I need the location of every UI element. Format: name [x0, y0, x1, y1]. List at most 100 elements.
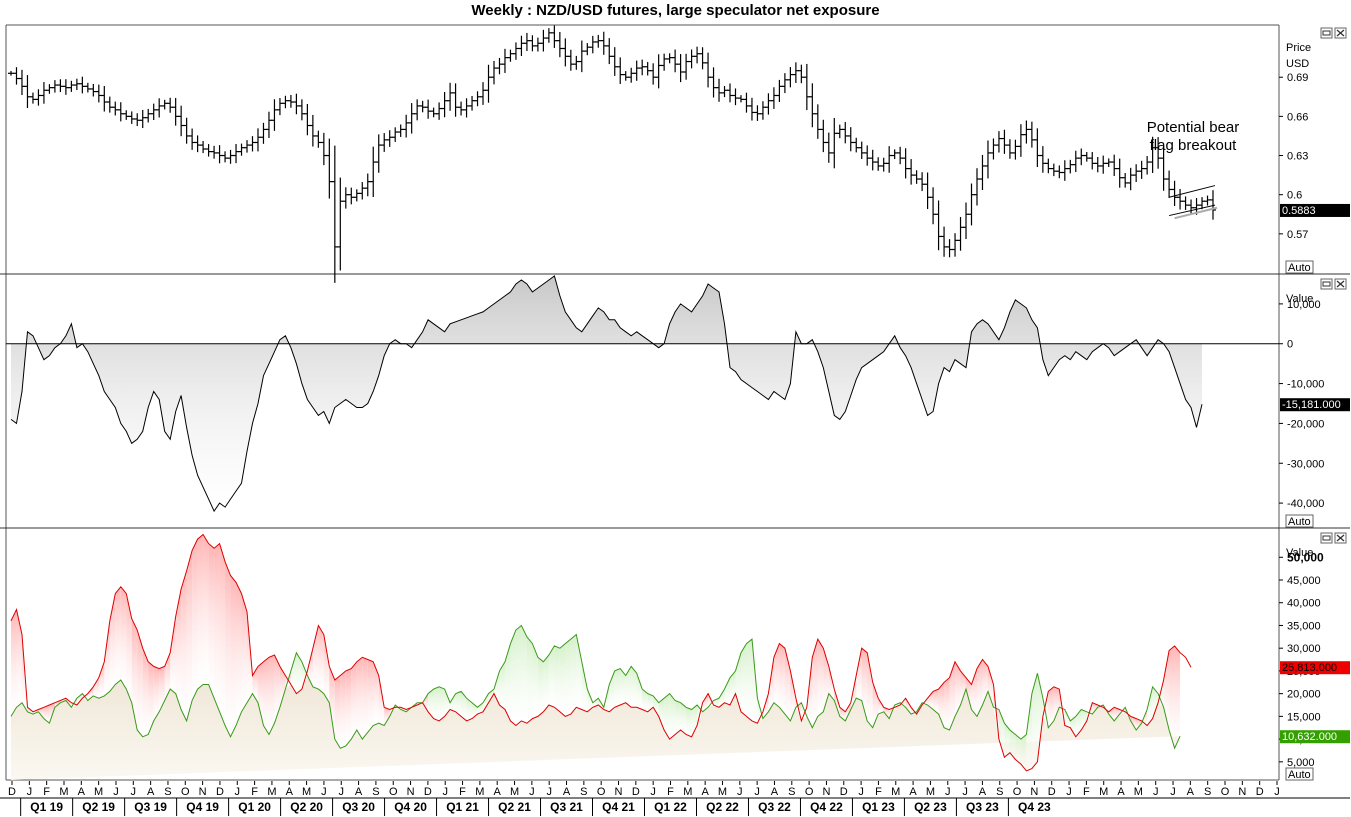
longs-dominant-fill: [466, 698, 473, 721]
shorts-dominant-fill: [949, 661, 956, 730]
longs-dominant-fill: [620, 668, 626, 705]
restore-icon-frame: [1320, 27, 1333, 39]
restore-icon-glyph: [1322, 281, 1331, 287]
price-bar: [737, 95, 744, 103]
auto-scale-button[interactable]: Auto: [1285, 514, 1314, 528]
shorts-dominant-fill: [1169, 645, 1175, 749]
shorts-dominant-fill: [373, 661, 379, 726]
price-bar: [1166, 170, 1173, 198]
price-bar: [683, 53, 690, 80]
price-bar: [326, 138, 333, 199]
close-icon-stroke: [1336, 29, 1345, 37]
shorts-dominant-fill: [43, 705, 50, 724]
y-tick-label: 0.63: [1287, 151, 1308, 163]
shorts-dominant-fill: [823, 648, 829, 712]
month-label: N: [407, 786, 415, 798]
price-bar: [1001, 129, 1008, 154]
price-bar: [1138, 160, 1145, 179]
price-bar: [112, 101, 119, 116]
shorts-dominant-fill: [340, 670, 346, 749]
y-tick-label: 45,000: [1287, 575, 1321, 587]
shorts-dominant-fill: [159, 666, 165, 712]
shorts-dominant-fill: [38, 707, 44, 719]
price-bar: [128, 111, 135, 124]
price-bar: [304, 104, 311, 136]
longs-dominant-fill: [631, 666, 637, 708]
close-icon[interactable]: [1334, 27, 1347, 39]
price-bar: [924, 172, 931, 210]
shorts-dominant-fill: [115, 586, 121, 685]
price-bar: [721, 86, 728, 98]
price-bar: [694, 46, 701, 64]
shorts-dominant-fill: [120, 586, 127, 690]
month-label: J: [338, 786, 344, 798]
month-label: M: [1099, 786, 1108, 798]
price-bar: [979, 154, 986, 191]
price-bar: [644, 61, 651, 76]
shorts-dominant-fill: [208, 543, 215, 699]
restore-icon[interactable]: [1320, 27, 1333, 39]
price-bar: [748, 97, 755, 121]
price-bar: [211, 145, 218, 159]
price-bar: [1204, 195, 1211, 206]
month-label: J: [442, 786, 448, 798]
month-label: F: [251, 786, 258, 798]
shorts-dominant-fill: [768, 657, 774, 712]
shorts-dominant-fill: [181, 570, 187, 721]
price-bar: [397, 124, 404, 137]
auto-scale-button[interactable]: Auto: [1285, 767, 1314, 781]
month-label: A: [563, 786, 571, 798]
price-bar: [1100, 155, 1107, 174]
longs-dominant-fill: [658, 698, 665, 730]
bear-flag-channel: [1168, 185, 1218, 220]
price-bar: [567, 49, 574, 71]
month-label: M: [926, 786, 935, 798]
month-label: N: [822, 786, 830, 798]
shorts-dominant-fill: [422, 693, 429, 712]
month-label: J: [1066, 786, 1072, 798]
month-label: S: [788, 786, 795, 798]
restore-icon[interactable]: [1320, 278, 1333, 290]
shorts-dominant-fill: [367, 659, 374, 733]
flag-upper-line: [1168, 185, 1216, 198]
price-bar: [298, 99, 305, 121]
month-label: M: [683, 786, 692, 798]
price-bar: [161, 99, 168, 110]
longs-dominant-fill: [515, 625, 522, 726]
price-bar: [781, 73, 788, 94]
longs-dominant-fill: [1070, 716, 1076, 737]
month-label: D: [1256, 786, 1264, 798]
close-icon[interactable]: [1334, 532, 1347, 544]
longs-dominant-fill: [455, 691, 462, 717]
month-label: S: [1204, 786, 1211, 798]
month-label: D: [216, 786, 224, 798]
price-bar: [765, 93, 772, 115]
price-bar: [1089, 152, 1096, 170]
price-bar: [1177, 188, 1184, 210]
shorts-dominant-fill: [225, 561, 231, 737]
shorts-dominant-fill: [257, 661, 264, 726]
month-label: A: [147, 786, 155, 798]
price-bar: [902, 148, 909, 179]
shorts-dominant-fill: [1174, 645, 1181, 749]
y-tick-label: -10,000: [1287, 379, 1324, 391]
price-bar: [392, 127, 399, 142]
restore-icon[interactable]: [1320, 532, 1333, 544]
longs-dominant-fill: [1031, 673, 1038, 769]
month-label: M: [302, 786, 311, 798]
price-bar: [633, 60, 640, 81]
net-last-badge-text: -15,181.000: [1282, 399, 1341, 411]
auto-scale-button[interactable]: Auto: [1285, 260, 1314, 274]
shorts-dominant-fill: [148, 661, 154, 735]
shorts-dominant-fill: [762, 693, 769, 719]
shorts-dominant-fill: [861, 648, 868, 721]
price-bar: [595, 34, 602, 48]
longs-dominant-fill: [477, 702, 484, 715]
close-icon[interactable]: [1334, 278, 1347, 290]
close-icon-stroke: [1336, 534, 1345, 542]
price-bar: [875, 157, 882, 171]
y-tick-label: 0.66: [1287, 111, 1308, 123]
price-bar: [688, 49, 695, 69]
price-bar: [727, 83, 734, 103]
